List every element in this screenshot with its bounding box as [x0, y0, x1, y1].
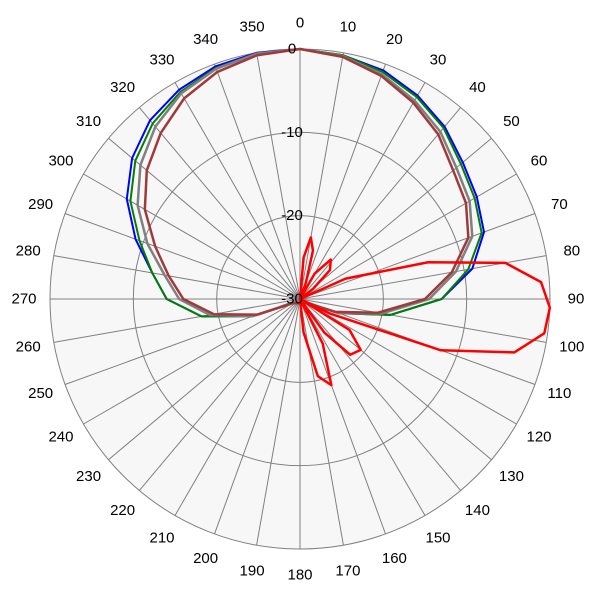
grid-spoke-120: [299, 298, 517, 425]
grid-spoke-20: [299, 63, 386, 300]
grid-spoke-300: [83, 173, 301, 300]
grid-spoke-130: [299, 298, 492, 461]
angle-label-90: 90: [568, 291, 585, 308]
series: [125, 47, 552, 387]
angle-label-220: 220: [110, 502, 135, 519]
angle-label-20: 20: [386, 31, 403, 48]
radial-tick-label: -10: [281, 124, 303, 141]
angle-label-60: 60: [531, 153, 548, 170]
grid-spoke-30: [299, 82, 426, 300]
angle-label-130: 130: [499, 468, 524, 485]
angle-label-280: 280: [16, 243, 41, 260]
grid-spoke-10: [299, 52, 344, 300]
angle-label-50: 50: [503, 113, 520, 130]
grid-spoke-160: [299, 298, 386, 535]
angle-label-0: 0: [296, 15, 304, 32]
angle-label-270: 270: [11, 291, 36, 308]
grid-spoke-60: [299, 173, 517, 300]
grid-spoke-190: [256, 298, 301, 546]
grid-spoke-70: [299, 213, 536, 300]
grid-spoke-240: [83, 298, 301, 425]
grid-spoke-210: [174, 298, 301, 516]
grid-spoke-50: [299, 137, 492, 300]
grid-spoke-340: [214, 63, 301, 300]
grid-spoke-280: [53, 255, 301, 300]
angle-label-290: 290: [28, 196, 53, 213]
grid-spoke-200: [214, 298, 301, 535]
grid-spoke-40: [299, 107, 462, 300]
labels: 0 10 20 30 40 50 60 70 80 90 100 110 120 130 140 150 160…: [11, 15, 584, 584]
angle-label-310: 310: [76, 113, 101, 130]
angle-label-40: 40: [469, 79, 486, 96]
angle-label-300: 300: [48, 153, 73, 170]
angle-label-230: 230: [76, 468, 101, 485]
angle-label-10: 10: [340, 19, 357, 36]
angle-label-100: 100: [559, 338, 584, 355]
grid-spoke-260: [53, 298, 301, 343]
radial-tick-label: 0: [288, 41, 296, 58]
angle-label-30: 30: [430, 51, 447, 68]
grid-spoke-350: [256, 52, 301, 300]
angle-label-80: 80: [563, 243, 580, 260]
angle-label-70: 70: [551, 196, 568, 213]
angle-label-200: 200: [193, 550, 218, 567]
angle-label-190: 190: [240, 562, 265, 579]
grid-spoke-290: [64, 213, 301, 300]
angle-label-320: 320: [110, 79, 135, 96]
angle-label-350: 350: [240, 19, 265, 36]
angle-label-240: 240: [48, 429, 73, 446]
angle-label-120: 120: [527, 429, 552, 446]
grid-spoke-140: [299, 298, 462, 491]
angle-label-330: 330: [149, 51, 174, 68]
series-line-5: [298, 236, 552, 387]
angle-label-250: 250: [28, 385, 53, 402]
angle-label-140: 140: [465, 502, 490, 519]
radial-tick-label: -20: [281, 207, 303, 224]
grid-spoke-230: [108, 298, 301, 461]
grid-spoke-330: [174, 82, 301, 300]
radial-tick-label: -30: [281, 291, 303, 308]
angle-label-340: 340: [193, 31, 218, 48]
angle-label-170: 170: [335, 562, 360, 579]
angle-label-110: 110: [547, 385, 571, 402]
angle-label-260: 260: [16, 338, 41, 355]
grid-spoke-100: [299, 298, 547, 343]
grid-spoke-320: [138, 107, 301, 300]
grid-spoke-220: [138, 298, 301, 491]
grid-spoke-150: [299, 298, 426, 516]
angle-label-150: 150: [425, 530, 450, 547]
angle-label-180: 180: [287, 567, 312, 584]
angle-label-160: 160: [382, 550, 407, 567]
angle-label-210: 210: [149, 530, 174, 547]
